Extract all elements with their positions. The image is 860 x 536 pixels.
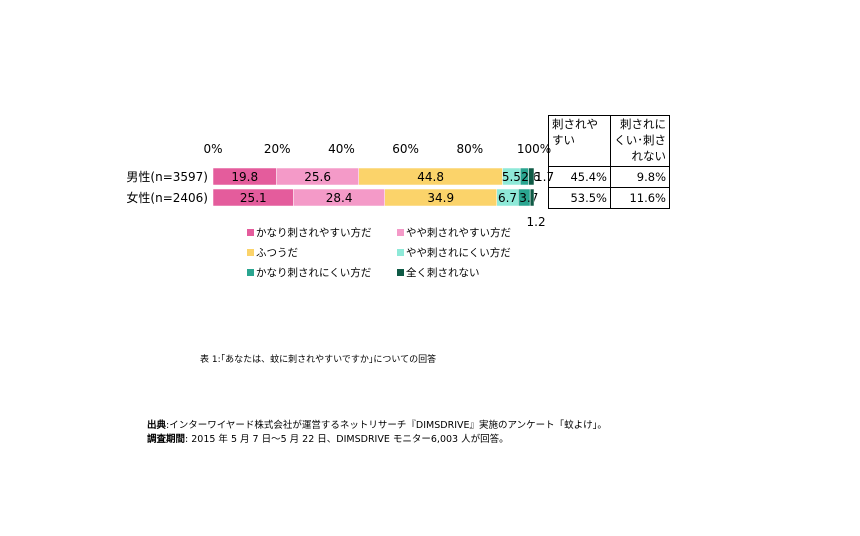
legend-label: 全く刺されない bbox=[406, 266, 480, 279]
x-tick-label: 0% bbox=[203, 142, 222, 156]
data-label: 19.8 bbox=[231, 170, 258, 184]
summary-table: 刺されやすい 刺されにくい･刺されない 45.4% 9.8% 53.5% 11.… bbox=[548, 115, 670, 209]
bar-segment bbox=[528, 167, 535, 186]
table-cell: 53.5% bbox=[548, 187, 611, 209]
source-line: 出典:インターワイヤード株式会社が運営するネットリサーチ『DIMSDRIVE』実… bbox=[147, 417, 607, 431]
legend-swatch bbox=[397, 249, 404, 256]
data-label: 25.6 bbox=[304, 170, 331, 184]
legend-label: やや刺されやすい方だ bbox=[406, 226, 511, 239]
legend-swatch bbox=[397, 269, 404, 276]
data-label: 34.9 bbox=[427, 191, 454, 205]
table-header-row: 刺されやすい 刺されにくい･刺されない bbox=[548, 115, 670, 167]
figure-caption: 表 1:｢あなたは、蚊に刺されやすいですか｣についての回答 bbox=[200, 355, 437, 365]
data-label: 1.2 bbox=[527, 215, 546, 229]
x-tick-label: 40% bbox=[328, 142, 355, 156]
legend-label: かなり刺されやすい方だ bbox=[256, 226, 372, 239]
bar-segment bbox=[529, 188, 535, 207]
data-label: 25.1 bbox=[240, 191, 267, 205]
x-tick-label: 80% bbox=[456, 142, 483, 156]
data-label: 44.8 bbox=[417, 170, 444, 184]
data-label: 5.5 bbox=[502, 170, 521, 184]
x-tick-label: 100% bbox=[517, 142, 551, 156]
source-label: 出典 bbox=[147, 420, 167, 431]
legend-label: ふつうだ bbox=[256, 247, 298, 259]
data-label: 28.4 bbox=[326, 191, 353, 205]
x-tick-label: 20% bbox=[264, 142, 291, 156]
table-cell: 11.6% bbox=[610, 187, 670, 209]
survey-period-text: : 2015 年 5 月 7 日～5 月 22 日、DIMSDRIVE モニター… bbox=[185, 434, 509, 445]
legend-swatch bbox=[247, 269, 254, 276]
table-header-not-susceptible: 刺されにくい･刺されない bbox=[610, 115, 670, 167]
legend-swatch bbox=[247, 249, 254, 256]
category-label: 女性(n=2406) bbox=[126, 190, 208, 205]
legend-label: かなり刺されにくい方だ bbox=[256, 266, 371, 279]
table-cell: 9.8% bbox=[610, 166, 670, 188]
survey-period-label: 調査期間 bbox=[147, 434, 186, 445]
table-cell: 45.4% bbox=[548, 166, 611, 188]
table-row: 45.4% 9.8% bbox=[548, 166, 670, 188]
data-label: 3.7 bbox=[519, 191, 538, 205]
source-text: :インターワイヤード株式会社が運営するネットリサーチ『DIMSDRIVE』実施の… bbox=[166, 420, 607, 431]
data-label: 6.7 bbox=[498, 191, 517, 205]
legend-swatch bbox=[247, 229, 254, 236]
table-header-susceptible: 刺されやすい bbox=[548, 115, 611, 167]
category-label: 男性(n=3597) bbox=[126, 170, 208, 184]
legend-label: やや刺されにくい方だ bbox=[406, 246, 511, 259]
table-row: 53.5% 11.6% bbox=[548, 187, 670, 209]
x-tick-label: 60% bbox=[392, 142, 419, 156]
legend-swatch bbox=[397, 229, 404, 236]
survey-period-line: 調査期間: 2015 年 5 月 7 日～5 月 22 日、DIMSDRIVE … bbox=[147, 431, 509, 445]
